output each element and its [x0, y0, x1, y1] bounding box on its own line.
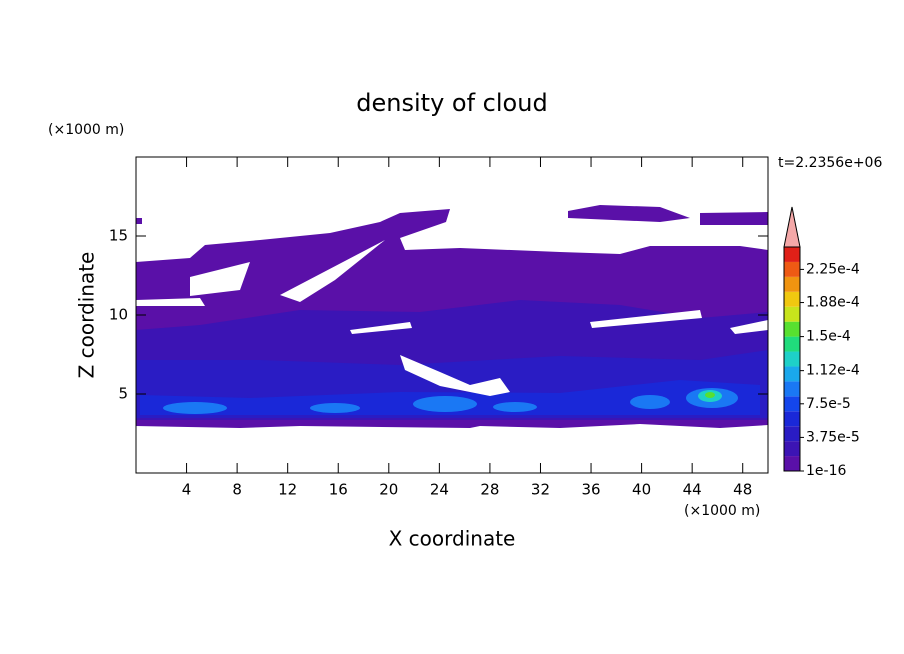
- field-gap: [136, 298, 205, 306]
- y-tick-label: 15: [109, 227, 128, 245]
- y-unit: (×1000 m): [48, 122, 124, 138]
- x-tick-label: 40: [632, 481, 651, 499]
- x-tick-label: 36: [581, 481, 600, 499]
- colorbar-tick-label: 1.5e-4: [806, 329, 851, 345]
- x-tick-label: 44: [683, 481, 702, 499]
- colorbar-tick-label: 3.75e-5: [806, 429, 860, 445]
- x-tick-label: 16: [329, 481, 348, 499]
- colorbar-band: [784, 261, 800, 277]
- colorbar-band: [784, 336, 800, 352]
- field-region: [568, 205, 690, 222]
- x-tick-label: 28: [480, 481, 499, 499]
- x-axis-label: X coordinate: [389, 527, 516, 551]
- colorbar-band: [784, 291, 800, 307]
- x-tick-label: 8: [232, 481, 242, 499]
- colorbar-band: [784, 441, 800, 457]
- field-gap: [730, 320, 768, 334]
- x-tick-label: 4: [182, 481, 192, 499]
- field-gap: [590, 310, 702, 328]
- field-region: [310, 403, 360, 413]
- colorbar-band: [784, 411, 800, 427]
- y-tick-label: 5: [118, 385, 128, 403]
- field-region: [705, 392, 715, 398]
- chart-title: density of cloud: [356, 89, 547, 117]
- x-tick-label: 12: [278, 481, 297, 499]
- colorbar-tick-label: 2.25e-4: [806, 261, 860, 277]
- colorbar-tick-label: 1e-16: [806, 463, 846, 479]
- colorbar-band: [784, 321, 800, 337]
- colorbar-band: [784, 351, 800, 367]
- colorbar-band: [784, 306, 800, 322]
- colorbar-band: [784, 366, 800, 382]
- field-region: [413, 396, 477, 412]
- field-gap: [280, 240, 385, 302]
- colorbar-band: [784, 426, 800, 442]
- colorbar-tick-label: 7.5e-5: [806, 396, 851, 412]
- colorbar-band: [784, 247, 800, 262]
- field-region: [493, 402, 537, 412]
- field-region: [163, 402, 227, 414]
- x-tick-label: 24: [430, 481, 449, 499]
- colorbar-tick-label: 1.88e-4: [806, 295, 860, 311]
- colorbar-tick-label: 1.12e-4: [806, 363, 860, 379]
- colorbar-band: [784, 456, 800, 471]
- field-region: [700, 212, 768, 225]
- field-gap: [190, 262, 250, 296]
- x-tick-label: 20: [379, 481, 398, 499]
- x-tick-label: 32: [531, 481, 550, 499]
- y-axis-label: Z coordinate: [75, 252, 99, 379]
- time-annotation: t=2.2356e+06: [778, 155, 882, 171]
- field-gap: [350, 322, 412, 334]
- colorbar-band: [784, 381, 800, 397]
- x-unit: (×1000 m): [684, 503, 760, 519]
- colorbar-band: [784, 276, 800, 292]
- field-gap: [400, 355, 510, 396]
- colorbar-band: [784, 396, 800, 412]
- x-tick-label: 48: [733, 481, 752, 499]
- contour-field: [136, 205, 768, 428]
- colorbar-frame: [783, 246, 801, 472]
- y-tick-label: 10: [109, 306, 128, 324]
- field-region: [630, 395, 670, 409]
- field-region: [136, 218, 142, 224]
